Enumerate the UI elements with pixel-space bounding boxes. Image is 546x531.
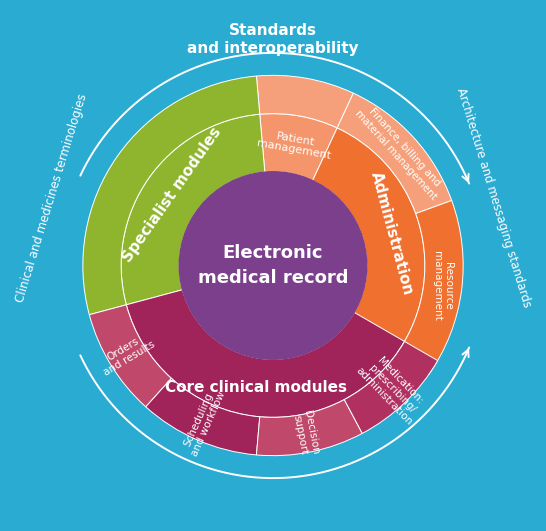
Text: Medication:
prescribing/
administration: Medication: prescribing/ administration bbox=[354, 350, 430, 427]
Text: Architecture and messaging standards: Architecture and messaging standards bbox=[454, 87, 533, 310]
Text: Patient
management: Patient management bbox=[256, 127, 333, 161]
Wedge shape bbox=[337, 93, 452, 213]
Text: Finance, billing and
material management: Finance, billing and material management bbox=[353, 100, 447, 201]
Text: Standards
and interoperability: Standards and interoperability bbox=[187, 23, 359, 56]
Text: Scheduling
and workflow: Scheduling and workflow bbox=[180, 386, 227, 458]
Wedge shape bbox=[345, 341, 438, 433]
Text: Administration: Administration bbox=[368, 170, 416, 297]
Wedge shape bbox=[126, 290, 405, 417]
Text: Resource
management: Resource management bbox=[432, 252, 454, 321]
Wedge shape bbox=[257, 400, 363, 456]
Circle shape bbox=[179, 172, 367, 359]
Text: Clinical and medicines terminologies: Clinical and medicines terminologies bbox=[14, 92, 90, 304]
Text: Electronic
medical record: Electronic medical record bbox=[198, 244, 348, 287]
Wedge shape bbox=[313, 128, 425, 353]
Wedge shape bbox=[260, 114, 337, 181]
Wedge shape bbox=[146, 379, 260, 455]
Text: Core clinical modules: Core clinical modules bbox=[165, 380, 347, 395]
Wedge shape bbox=[257, 75, 353, 128]
Wedge shape bbox=[83, 76, 260, 315]
Wedge shape bbox=[90, 305, 171, 407]
Text: Specialist modules: Specialist modules bbox=[120, 125, 225, 266]
Wedge shape bbox=[121, 114, 265, 305]
Text: Orders
and results: Orders and results bbox=[96, 330, 157, 378]
Wedge shape bbox=[397, 201, 463, 374]
Text: Decision
support: Decision support bbox=[291, 409, 321, 457]
